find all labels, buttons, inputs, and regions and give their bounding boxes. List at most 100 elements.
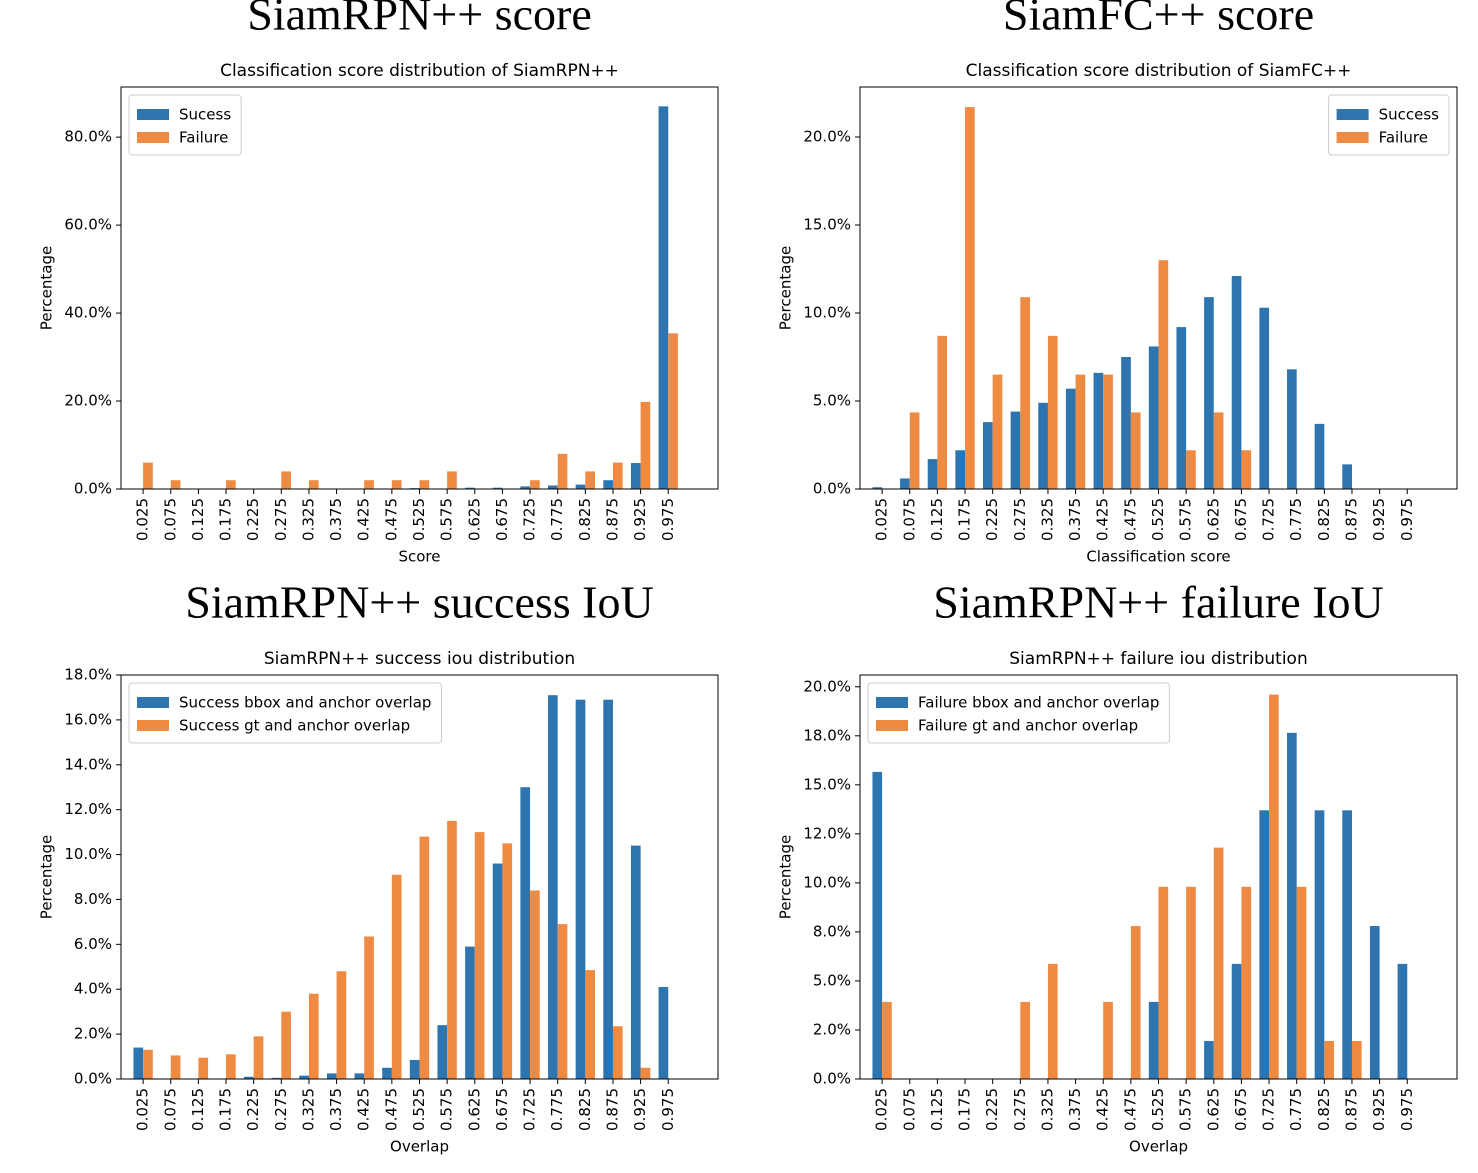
bar — [668, 333, 678, 489]
bar — [271, 1077, 282, 1079]
x-tick-label: 0.975 — [659, 498, 677, 541]
legend: Sucess Failure — [128, 94, 242, 156]
x-tick-label: 0.975 — [1398, 1088, 1416, 1131]
bar — [391, 874, 402, 1079]
bar — [937, 335, 948, 489]
bar — [1158, 260, 1169, 489]
bar — [927, 459, 938, 489]
bar — [992, 374, 1003, 489]
legend-label: Success bbox and anchor overlap — [179, 694, 431, 712]
y-axis-label: Percentage — [38, 246, 56, 330]
bar — [1103, 1001, 1113, 1079]
y-tick-label: 15.0% — [803, 775, 851, 793]
bar — [143, 1049, 153, 1079]
bar — [1065, 388, 1076, 489]
x-tick-label: 0.675 — [493, 1088, 511, 1131]
bar — [308, 480, 319, 489]
bar — [872, 487, 883, 489]
x-tick-label: 0.125 — [189, 1088, 207, 1131]
y-tick-label: 6.0% — [74, 935, 112, 953]
bar — [170, 1055, 181, 1079]
x-tick-label: 0.775 — [1287, 1088, 1305, 1131]
y-tick-label: 15.0% — [803, 215, 851, 233]
bar — [492, 863, 503, 1079]
x-tick-label: 0.325 — [1038, 498, 1056, 541]
legend: Success bbox and anchor overlap Success g… — [128, 682, 442, 744]
legend-swatch — [876, 697, 908, 708]
x-tick-label: 0.475 — [1121, 1088, 1139, 1131]
bar — [474, 832, 485, 1079]
bar — [1038, 402, 1048, 489]
legend-frame — [128, 682, 442, 744]
bar — [382, 1067, 392, 1079]
bar — [575, 484, 586, 489]
x-tick-label: 0.825 — [576, 1088, 594, 1131]
y-tick-label: 12.0% — [803, 824, 851, 842]
y-tick-label: 18.0% — [64, 666, 112, 684]
x-tick-label: 0.625 — [1204, 1088, 1222, 1131]
y-tick-label: 20.0% — [64, 392, 112, 410]
bar — [1231, 963, 1242, 1079]
x-tick-label: 0.375 — [1066, 1088, 1084, 1131]
x-tick-label: 0.975 — [659, 1088, 677, 1131]
y-tick-label: 8.0% — [813, 922, 851, 940]
legend-label: Success — [1379, 106, 1440, 124]
bar — [170, 480, 181, 489]
x-tick-label: 0.275 — [272, 1088, 290, 1131]
x-tick-label: 0.075 — [900, 498, 918, 541]
x-tick-label: 0.625 — [1204, 498, 1222, 541]
legend-swatch — [137, 109, 169, 120]
x-tick-label: 0.575 — [1177, 498, 1195, 541]
x-tick-label: 0.825 — [576, 498, 594, 541]
x-tick-label: 0.375 — [327, 498, 345, 541]
axes-frame — [120, 86, 719, 490]
bar — [982, 422, 993, 489]
bar — [1158, 886, 1169, 1079]
x-tick-label: 0.525 — [410, 1088, 428, 1131]
y-tick-label: 0.0% — [74, 480, 112, 498]
y-tick-label: 4.0% — [74, 980, 112, 998]
x-tick-label: 0.525 — [1149, 1088, 1167, 1131]
panel-heading: SiamRPN++ success IoU — [185, 577, 653, 628]
panel: SiamRPN++ success IoU SiamRPN++ success i… — [38, 577, 719, 1156]
x-tick-label: 0.075 — [900, 1088, 918, 1131]
x-axis-label: Overlap — [1129, 1138, 1188, 1156]
x-tick-label: 0.375 — [1066, 498, 1084, 541]
legend-label: Success gt and anchor overlap — [179, 717, 410, 735]
chart-title: SiamRPN++ failure iou distribution — [1009, 649, 1307, 669]
x-tick-label: 0.475 — [382, 498, 400, 541]
bar — [143, 462, 153, 489]
x-tick-label: 0.675 — [1232, 1088, 1250, 1131]
x-tick-label: 0.325 — [299, 1088, 317, 1131]
bar — [1287, 732, 1297, 1079]
bar — [1241, 886, 1252, 1079]
bar — [437, 1025, 448, 1079]
y-tick-label: 10.0% — [803, 303, 851, 321]
bar — [575, 699, 586, 1079]
legend: Success Failure — [1328, 94, 1450, 156]
bar — [1324, 1040, 1335, 1079]
x-tick-label: 0.625 — [465, 1088, 483, 1131]
x-tick-label: 0.875 — [603, 498, 621, 541]
bar — [419, 836, 430, 1079]
x-axis-label: Overlap — [390, 1138, 449, 1156]
bar — [1269, 694, 1279, 1079]
bar — [198, 1057, 209, 1079]
x-tick-label: 0.625 — [465, 498, 483, 541]
y-tick-label: 80.0% — [64, 128, 112, 146]
bar — [548, 695, 558, 1079]
x-tick-label: 0.175 — [956, 498, 974, 541]
x-tick-label: 0.975 — [1398, 498, 1416, 541]
bar — [658, 106, 669, 489]
legend-label: Failure gt and anchor overlap — [918, 717, 1138, 735]
legend-swatch — [137, 697, 169, 708]
chart-title: SiamRPN++ success iou distribution — [264, 649, 575, 669]
bar — [502, 843, 513, 1079]
bar — [465, 946, 475, 1079]
bar — [1296, 886, 1307, 1079]
bar — [1020, 1001, 1030, 1079]
x-tick-label: 0.125 — [928, 1088, 946, 1131]
x-tick-label: 0.275 — [1011, 1088, 1029, 1131]
y-axis-label: Percentage — [777, 246, 795, 330]
x-tick-label: 0.675 — [1232, 498, 1250, 541]
